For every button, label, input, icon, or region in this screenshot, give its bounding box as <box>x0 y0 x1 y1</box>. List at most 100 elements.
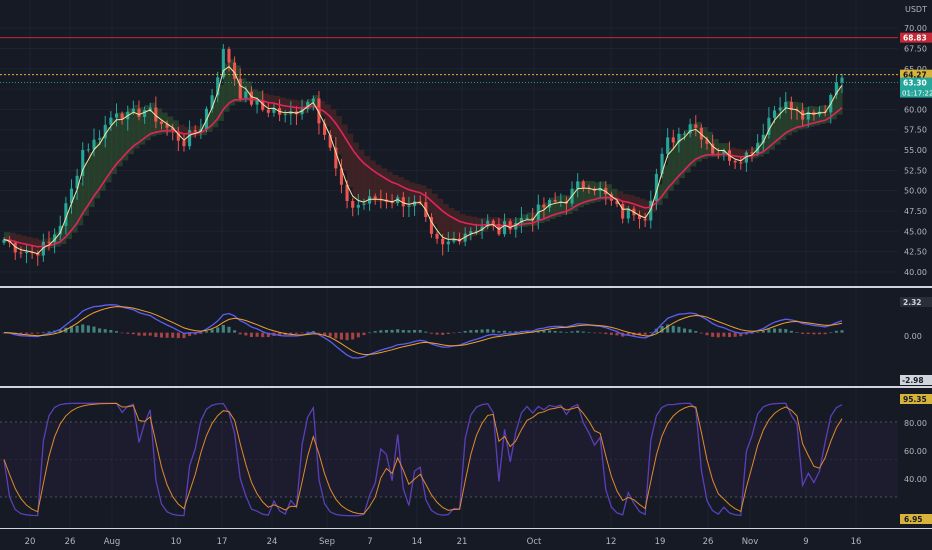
candle-body <box>143 110 147 118</box>
cloud-segment <box>144 105 151 141</box>
candle-body <box>778 107 782 111</box>
date-tick: 14 <box>412 537 423 547</box>
macd-histogram-bar <box>266 332 270 338</box>
cloud-segment <box>99 136 106 191</box>
macd-histogram-bar <box>199 332 203 334</box>
cloud-segment <box>397 176 404 202</box>
candle-body <box>2 239 6 243</box>
candle-body <box>542 204 546 208</box>
pane-separator-1[interactable] <box>0 286 932 288</box>
candle-body <box>131 108 135 112</box>
macd-histogram-bar <box>772 328 777 333</box>
date-tick: 12 <box>606 537 617 547</box>
candle-body <box>446 241 450 245</box>
macd-histogram-bar <box>334 332 338 339</box>
cloud-segment <box>707 131 714 158</box>
macd-histogram-bar <box>756 332 760 333</box>
cloud-segment <box>617 191 624 203</box>
cloud-segment <box>363 156 371 205</box>
cloud-segment <box>82 162 89 216</box>
candle-body <box>547 200 552 208</box>
cloud-segment <box>836 85 843 115</box>
pane-separator-2[interactable] <box>0 386 932 388</box>
macd-pane <box>2 304 844 359</box>
cloud-segment <box>60 225 67 245</box>
date-tick: 20 <box>25 537 36 547</box>
candle-body <box>784 101 788 108</box>
macd-histogram-bar <box>396 329 400 333</box>
date-tick: 9 <box>803 537 808 547</box>
candle-body <box>795 110 799 112</box>
macd-histogram-bar <box>176 332 180 339</box>
cloud-segment <box>645 200 652 221</box>
cloud-segment <box>825 105 832 123</box>
candle-body <box>58 225 62 235</box>
cloud-segment <box>116 112 123 167</box>
candle-body <box>469 231 473 234</box>
candle-body <box>19 252 23 254</box>
cloud-segment <box>155 108 162 135</box>
stochastic-axis[interactable]: 95.35 80.00 60.00 40.00 6.95 <box>900 394 932 524</box>
macd-histogram-bar <box>711 332 715 337</box>
macd-histogram-bar <box>497 331 501 333</box>
candle-body <box>266 109 270 113</box>
macd-histogram-bar <box>429 332 433 334</box>
cloud-segment <box>161 112 168 134</box>
macd-histogram-bar <box>823 332 827 335</box>
macd-histogram-bar <box>306 331 310 333</box>
candle-body <box>165 123 169 128</box>
candle-body <box>553 200 557 202</box>
macd-histogram-bar <box>536 330 540 333</box>
macd-histogram-bar <box>193 332 197 335</box>
macd-histogram-bar <box>339 332 343 340</box>
candle-body <box>289 111 293 115</box>
price-tick: 70.00 <box>904 24 927 33</box>
cloud-segment <box>470 216 477 237</box>
cloud-segment <box>93 142 101 199</box>
svg-text:2.32: 2.32 <box>903 298 922 307</box>
macd-badge-bottom: -2.98 <box>900 375 932 385</box>
candle-body <box>69 188 74 204</box>
candle-body <box>598 187 602 192</box>
macd-histogram-bar <box>221 325 225 333</box>
candle-body <box>98 138 102 140</box>
macd-histogram-bar <box>677 326 681 333</box>
cloud-segment <box>650 199 657 212</box>
cloud-segment <box>594 182 601 202</box>
candle-body <box>474 230 478 232</box>
cloud-segment <box>701 127 708 159</box>
macd-histogram-bar <box>441 332 445 335</box>
macd-histogram-bar <box>401 329 405 333</box>
date-tick: 17 <box>217 537 228 547</box>
cloud-segment <box>335 116 342 155</box>
candle-body <box>750 152 754 154</box>
candle-body <box>24 252 29 254</box>
cloud-segment <box>77 182 84 226</box>
macd-histogram-bar <box>143 332 147 336</box>
price-levels <box>0 37 898 83</box>
price-axis[interactable]: USDT 70.0067.5065.0062.5060.0057.5055.00… <box>900 5 932 277</box>
candle-body <box>491 220 495 225</box>
time-axis[interactable]: 20 26 Aug 10 17 24 Sep 7 14 21 Oct 12 19 26 Nov 9 16 <box>25 537 862 547</box>
macd-histogram-bar <box>795 332 799 333</box>
macd-histogram-bar <box>474 329 478 333</box>
candle-body <box>637 215 642 219</box>
cloud-segment <box>223 63 230 112</box>
macd-axis[interactable]: 2.32 0.00 -2.98 <box>900 297 932 385</box>
candle-body <box>30 252 34 254</box>
macd-histogram-bar <box>694 330 698 333</box>
cloud-segment <box>217 85 224 122</box>
candle-body <box>109 117 113 125</box>
macd-histogram-bar <box>435 332 439 335</box>
macd-histogram-bar <box>486 329 490 333</box>
candle-body <box>339 168 343 185</box>
price-tick: 45.00 <box>904 227 927 236</box>
macd-histogram-bar <box>559 331 563 333</box>
macd-histogram-bar <box>103 329 107 333</box>
macd-zero-tick: 0.00 <box>904 332 922 341</box>
candle-body <box>249 91 254 105</box>
macd-histogram-bar <box>278 332 282 336</box>
macd-histogram-bar <box>165 332 169 338</box>
cloud-segment <box>763 134 770 155</box>
